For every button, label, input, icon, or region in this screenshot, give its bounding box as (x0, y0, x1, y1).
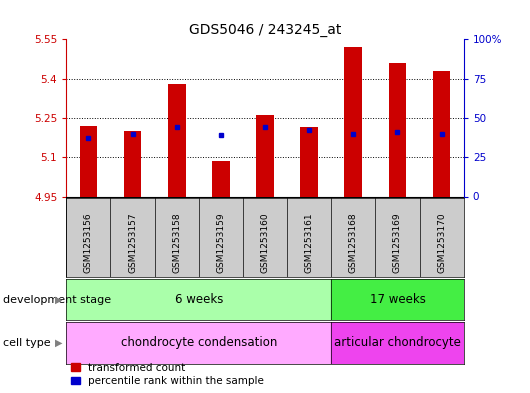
Text: ▶: ▶ (55, 338, 62, 348)
Text: GSM1253169: GSM1253169 (393, 213, 402, 273)
Text: GSM1253156: GSM1253156 (84, 213, 93, 273)
Bar (256, 115, 274, 196)
Text: articular chondrocyte: articular chondrocyte (334, 336, 461, 349)
Bar (331, 322, 464, 364)
Text: GSM1253159: GSM1253159 (216, 213, 225, 273)
Title: GDS5046 / 243245_at: GDS5046 / 243245_at (189, 23, 341, 37)
Text: GSM1253158: GSM1253158 (172, 213, 181, 273)
Text: GSM1253160: GSM1253160 (261, 213, 269, 273)
Bar (66, 322, 331, 364)
Text: GSM1253170: GSM1253170 (437, 213, 446, 273)
Text: GSM1253157: GSM1253157 (128, 213, 137, 273)
Text: 6 weeks: 6 weeks (174, 293, 223, 306)
Bar (80, 126, 97, 196)
Text: GSM1253161: GSM1253161 (305, 213, 314, 273)
Bar (433, 71, 450, 196)
Bar (123, 131, 142, 196)
Bar (331, 279, 464, 320)
Bar (66, 279, 331, 320)
Bar (212, 161, 229, 196)
Text: cell type: cell type (3, 338, 50, 348)
Text: 17 weeks: 17 weeks (369, 293, 426, 306)
Text: development stage: development stage (3, 295, 111, 305)
Legend: transformed count, percentile rank within the sample: transformed count, percentile rank withi… (72, 363, 264, 386)
Bar (344, 47, 362, 196)
Text: GSM1253168: GSM1253168 (349, 213, 358, 273)
Bar (301, 127, 318, 196)
Bar (388, 63, 407, 196)
Bar (168, 84, 185, 196)
Text: chondrocyte condensation: chondrocyte condensation (120, 336, 277, 349)
Text: ▶: ▶ (55, 295, 62, 305)
